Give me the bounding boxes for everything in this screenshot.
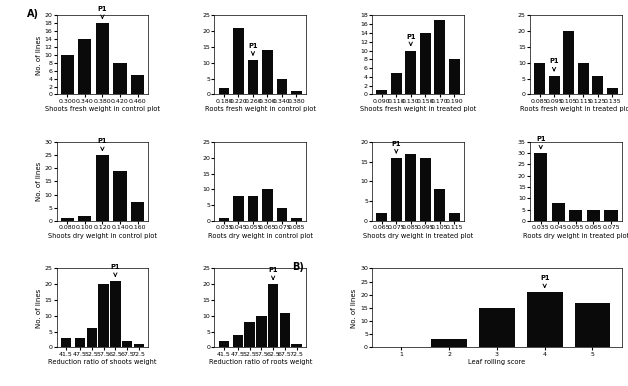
Bar bbox=[75, 338, 85, 347]
X-axis label: Roots dry weight in control plot: Roots dry weight in control plot bbox=[208, 233, 313, 239]
Bar bbox=[122, 341, 133, 347]
Bar bbox=[604, 210, 617, 221]
Text: P1: P1 bbox=[391, 141, 401, 153]
Text: P1: P1 bbox=[550, 58, 559, 71]
Bar bbox=[279, 313, 290, 347]
X-axis label: Leaf rolling score: Leaf rolling score bbox=[468, 359, 526, 365]
X-axis label: Reduction ratio of roots weight: Reduction ratio of roots weight bbox=[208, 359, 312, 365]
Text: P1: P1 bbox=[536, 136, 546, 149]
Bar bbox=[219, 218, 229, 221]
Y-axis label: No. of lines: No. of lines bbox=[36, 36, 41, 74]
Bar bbox=[376, 90, 387, 95]
X-axis label: Roots dry weight in treated plot: Roots dry weight in treated plot bbox=[522, 233, 628, 239]
Y-axis label: No. of lines: No. of lines bbox=[36, 162, 41, 201]
Bar bbox=[110, 281, 121, 347]
X-axis label: Shoots dry weight in treated plot: Shoots dry weight in treated plot bbox=[363, 233, 473, 239]
Bar bbox=[391, 158, 402, 221]
Bar bbox=[244, 322, 255, 347]
Bar bbox=[61, 338, 71, 347]
Bar bbox=[219, 88, 229, 95]
Bar bbox=[262, 50, 273, 95]
Text: P1: P1 bbox=[97, 6, 107, 19]
X-axis label: Shoots fresh weight in control plot: Shoots fresh weight in control plot bbox=[45, 107, 160, 112]
Bar bbox=[449, 59, 460, 95]
Bar bbox=[420, 158, 431, 221]
Bar bbox=[291, 344, 302, 347]
Bar bbox=[563, 31, 574, 95]
Bar bbox=[232, 335, 243, 347]
Bar bbox=[114, 171, 127, 221]
Bar bbox=[276, 208, 288, 221]
Bar bbox=[99, 284, 109, 347]
Bar bbox=[405, 154, 416, 221]
Text: A): A) bbox=[27, 9, 39, 19]
Text: P1: P1 bbox=[248, 42, 257, 55]
Bar bbox=[61, 55, 74, 95]
Bar bbox=[78, 39, 92, 95]
Bar bbox=[391, 73, 402, 95]
Bar bbox=[549, 76, 560, 95]
X-axis label: Shoots dry weight in control plot: Shoots dry weight in control plot bbox=[48, 233, 157, 239]
Text: P1: P1 bbox=[406, 34, 416, 46]
Bar bbox=[262, 189, 273, 221]
Bar bbox=[61, 218, 74, 221]
Bar bbox=[233, 28, 244, 95]
Bar bbox=[534, 63, 545, 95]
Bar bbox=[219, 341, 229, 347]
Text: P1: P1 bbox=[111, 264, 120, 276]
Bar bbox=[96, 155, 109, 221]
Bar bbox=[114, 63, 127, 95]
Bar bbox=[575, 303, 610, 347]
Bar bbox=[592, 76, 603, 95]
Bar bbox=[87, 328, 97, 347]
Bar bbox=[431, 340, 467, 347]
Text: P1: P1 bbox=[97, 138, 107, 151]
Bar bbox=[268, 284, 278, 347]
Text: B): B) bbox=[292, 262, 304, 272]
Bar bbox=[131, 75, 144, 95]
Bar bbox=[587, 210, 600, 221]
Bar bbox=[527, 292, 563, 347]
Bar bbox=[420, 33, 431, 95]
Bar bbox=[247, 60, 258, 95]
Bar bbox=[291, 218, 302, 221]
Bar bbox=[256, 316, 267, 347]
Bar bbox=[134, 344, 144, 347]
Text: P1: P1 bbox=[268, 267, 278, 279]
Text: P1: P1 bbox=[540, 275, 550, 288]
Y-axis label: No. of lines: No. of lines bbox=[36, 288, 41, 327]
Bar bbox=[607, 88, 617, 95]
Bar bbox=[479, 308, 515, 347]
Bar bbox=[435, 189, 445, 221]
Bar bbox=[376, 213, 387, 221]
Bar bbox=[405, 51, 416, 95]
Bar bbox=[551, 203, 565, 221]
Bar bbox=[449, 213, 460, 221]
Bar bbox=[78, 216, 92, 221]
Bar bbox=[131, 203, 144, 221]
X-axis label: Reduction ratio of shoots weight: Reduction ratio of shoots weight bbox=[48, 359, 156, 365]
Y-axis label: No. of lines: No. of lines bbox=[351, 288, 357, 327]
Bar bbox=[534, 153, 548, 221]
Bar bbox=[96, 23, 109, 95]
Bar bbox=[569, 210, 582, 221]
X-axis label: Roots fresh weight in control plot: Roots fresh weight in control plot bbox=[205, 107, 316, 112]
Bar bbox=[578, 63, 588, 95]
Bar bbox=[276, 79, 288, 95]
Bar bbox=[291, 91, 302, 95]
X-axis label: Shoots fresh weight in treated plot: Shoots fresh weight in treated plot bbox=[360, 107, 476, 112]
Bar bbox=[233, 196, 244, 221]
Bar bbox=[247, 196, 258, 221]
X-axis label: Roots fresh weight in treated plot: Roots fresh weight in treated plot bbox=[520, 107, 628, 112]
Bar bbox=[435, 20, 445, 95]
